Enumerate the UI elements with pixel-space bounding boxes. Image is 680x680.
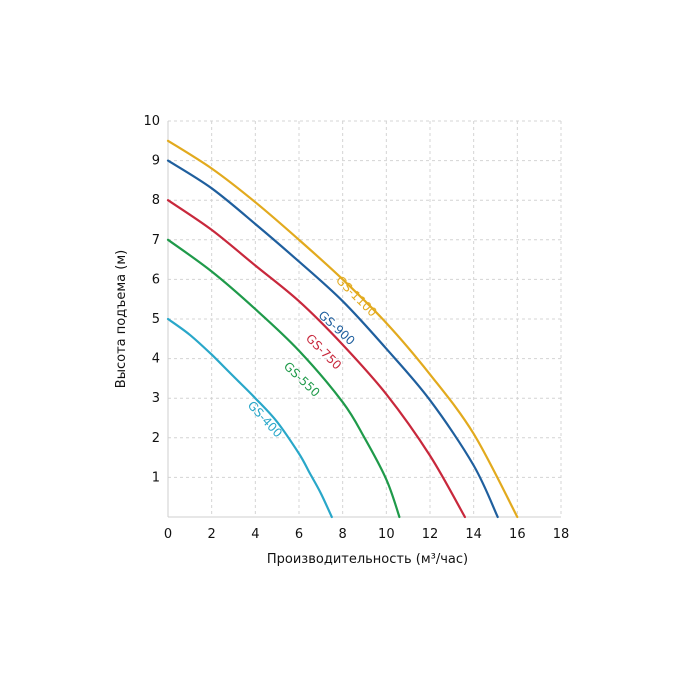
y-tick-label: 5: [152, 312, 160, 327]
y-tick-label: 2: [152, 431, 160, 446]
series-label-gs-400: GS-400: [245, 398, 285, 440]
x-axis-label: Производительность (м³/час): [267, 552, 468, 567]
y-tick-label: 3: [152, 391, 160, 406]
series-line-gs-550: [166, 238, 401, 519]
x-tick-label: 12: [422, 527, 439, 542]
x-tick-label: 18: [553, 527, 570, 542]
y-tick-label: 10: [143, 114, 160, 129]
series-label-gs-550: GS-550: [281, 359, 323, 400]
series-line-gs-400: [166, 317, 333, 519]
series-line-gs-1100: [166, 139, 519, 519]
x-tick-label: 16: [509, 527, 526, 542]
y-tick-label: 7: [152, 233, 160, 248]
x-tick-label: 10: [378, 527, 395, 542]
y-tick-label: 6: [152, 272, 160, 287]
x-tick-label: 8: [339, 527, 347, 542]
grid: [168, 120, 562, 517]
y-axis-label: Высота подъема (м): [114, 250, 129, 388]
x-tick-label: 4: [251, 527, 259, 542]
series-line-gs-750: [166, 199, 466, 519]
series-line-gs-900: [166, 159, 499, 519]
y-tick-label: 9: [152, 154, 160, 169]
x-tick-label: 0: [164, 527, 172, 542]
x-tick-label: 2: [208, 527, 216, 542]
y-tick-label: 4: [152, 352, 160, 367]
x-tick-label: 14: [465, 527, 482, 542]
series-label-gs-1100: GS-1100: [333, 273, 380, 319]
y-tick-label: 8: [152, 193, 160, 208]
x-tick-label: 6: [295, 527, 303, 542]
y-tick-label: 1: [152, 470, 160, 485]
series-lines: [166, 139, 519, 519]
